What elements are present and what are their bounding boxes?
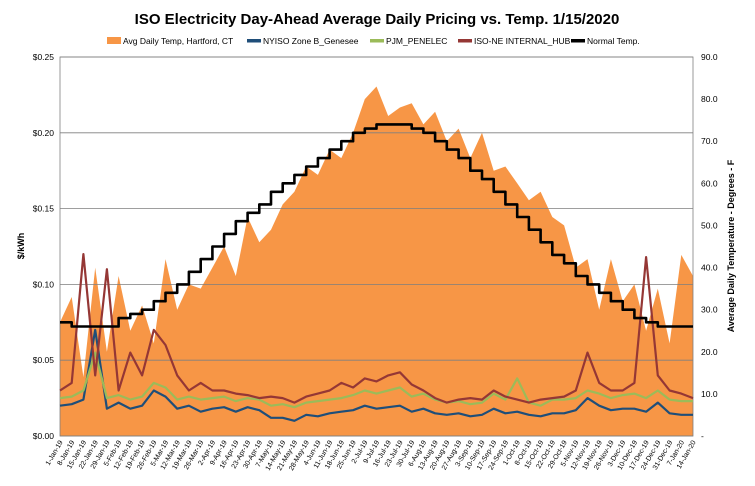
legend-label-1: NYISO Zone B_Genesee: [263, 36, 359, 46]
y-tick-label-4: $0.20: [33, 128, 55, 138]
y2-tick-label-9: 90.0: [701, 52, 718, 62]
legend-swatch-2: [370, 39, 384, 43]
y-tick-label-2: $0.10: [33, 279, 55, 289]
legend-label-0: Avg Daily Temp, Hartford, CT: [123, 36, 233, 46]
plot-border: [59, 56, 694, 437]
legend-label-3: ISO-NE INTERNAL_HUB: [474, 36, 571, 46]
legend: Avg Daily Temp, Hartford, CT NYISO Zone B…: [107, 36, 640, 46]
y-axis-label: $/kWh: [16, 233, 26, 260]
legend-swatch-1: [247, 39, 261, 43]
y2-tick-label-2: 20.0: [701, 347, 718, 357]
line-series-4: [60, 123, 693, 328]
legend-label-2: PJM_PENELEC: [386, 36, 447, 46]
legend-label-4: Normal Temp.: [587, 36, 640, 46]
area-series-0: [60, 86, 693, 436]
legend-swatch-4: [571, 39, 585, 43]
y2-tick-label-4: 40.0: [701, 263, 718, 273]
legend-swatch-0: [107, 37, 121, 44]
y2-tick-label-5: 50.0: [701, 220, 718, 230]
plot-area: $0.00 $0.05 $0.10 $0.15 $0.20 $0.25 - 10.0 20.0 3…: [33, 52, 718, 472]
y2-tick-label-8: 80.0: [701, 94, 718, 104]
y2-tick-label-1: 10.0: [701, 389, 718, 399]
line-series-3: [59, 253, 694, 404]
y2-tick-label-7: 70.0: [701, 136, 718, 146]
y-tick-label-1: $0.05: [33, 355, 55, 365]
y-tick-label-3: $0.15: [33, 204, 55, 214]
y-tick-label-5: $0.25: [33, 52, 55, 62]
y2-tick-label-0: -: [701, 431, 704, 441]
y2-tick-label-3: 30.0: [701, 305, 718, 315]
chart-title: ISO Electricity Day-Ahead Average Daily …: [135, 11, 620, 28]
legend-swatch-3: [458, 39, 472, 43]
line-series-1: [59, 328, 693, 422]
line-series-2: [59, 351, 693, 409]
y2-tick-label-6: 60.0: [701, 178, 718, 188]
y-tick-label-0: $0.00: [33, 431, 55, 441]
y2-axis-label: Average Daily Temperature - Degrees - F: [726, 159, 736, 332]
